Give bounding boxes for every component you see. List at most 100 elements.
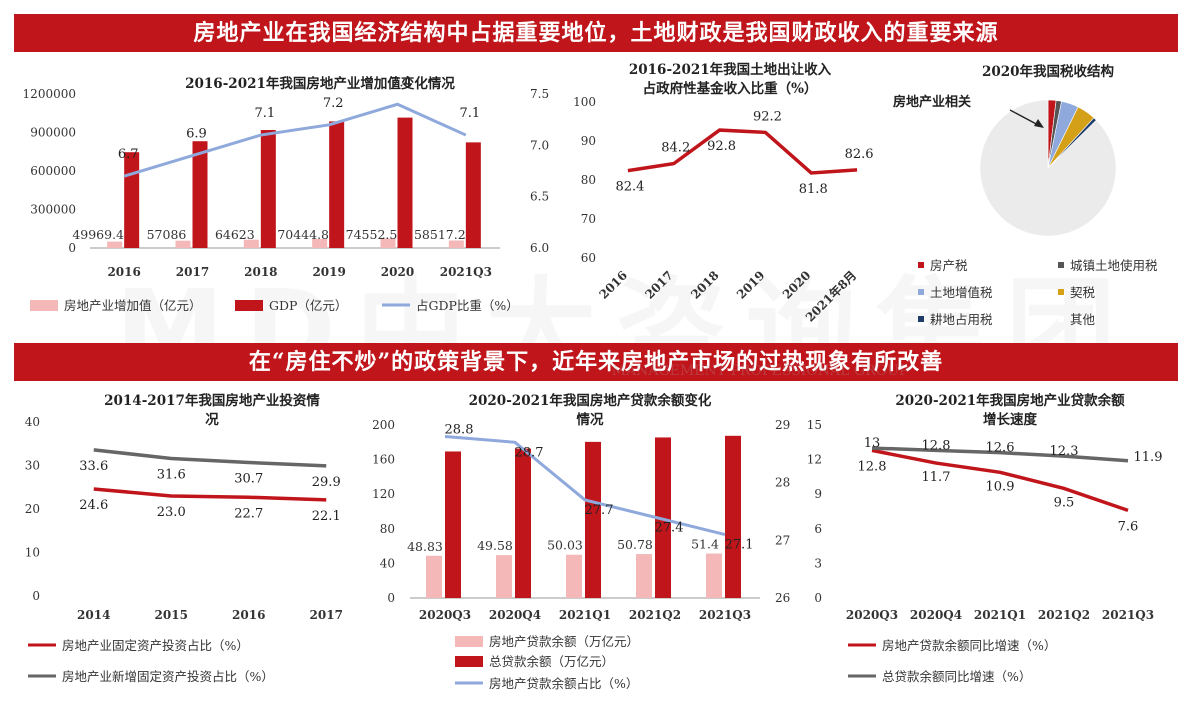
chart6-data-label: 12.3 (1050, 444, 1079, 459)
chart6-data-label: 13 (864, 436, 881, 451)
chart1-y2-tick: 7.0 (530, 138, 549, 152)
chart1-y-tick: 600000 (30, 164, 76, 178)
chart6-y-tick: 9 (814, 487, 822, 501)
chart2-data-label: 82.4 (615, 180, 644, 195)
chart3-annotation-arrow (1009, 109, 1041, 127)
chart3-legend-swatch (1058, 289, 1064, 295)
chart5-bar-total (515, 448, 531, 598)
chart6-data-label: 12.8 (922, 438, 951, 453)
chart4-x-tick: 2016 (232, 608, 265, 622)
chart2-data-label: 81.8 (799, 182, 828, 197)
chart1-share-label: 6.7 (118, 147, 139, 162)
chart5-bar-realestate (426, 555, 442, 598)
chart2-data-label: 92.8 (707, 139, 736, 154)
chart6-data-label: 11.9 (1134, 450, 1163, 465)
chart1-y2-tick: 6.5 (530, 190, 549, 204)
chart5-share-label: 27.4 (655, 520, 684, 535)
chart4-data-label: 22.1 (312, 509, 341, 524)
chart5-x-tick: 2020Q3 (419, 608, 471, 622)
chart5-bar-total (585, 441, 601, 598)
chart5-y-tick: 200 (372, 418, 395, 432)
chart2-title-line-1: 2016-2021年我国土地出让收入 (629, 61, 832, 78)
chart1-bar-gdp (192, 141, 208, 248)
chart5-share-label: 27.1 (725, 538, 754, 553)
chart6-data-label: 11.7 (922, 470, 951, 485)
chart5-legend-total-label: 总贷款余额（万亿元） (489, 654, 614, 669)
chart1-y2-tick: 6.0 (530, 241, 549, 255)
chart1-x-tick: 2016 (107, 265, 140, 279)
chart4-data-label: 30.7 (234, 471, 263, 486)
chart4-y-tick: 10 (25, 546, 40, 560)
chart4-y-tick: 30 (25, 459, 40, 473)
chart5-legend-total-swatch (455, 656, 483, 667)
chart6-y-tick: 15 (807, 418, 822, 432)
chart6-x-tick: 2021Q2 (1038, 608, 1090, 622)
chart5-realestate-label: 50.03 (547, 538, 583, 553)
chart1-legend-valueadded-swatch (30, 300, 58, 311)
chart5-y2-tick: 28 (775, 476, 790, 490)
chart5-y-tick: 40 (380, 556, 395, 570)
chart1-y-tick: 0 (68, 241, 76, 255)
chart1-y2-tick: 7.5 (530, 87, 549, 101)
chart1-bar-valueadded (380, 238, 396, 248)
chart5-x-tick: 2021Q1 (559, 608, 611, 622)
chart5-bar-realestate (706, 553, 722, 598)
chart1-share-label: 7.1 (254, 106, 275, 121)
chart6-title-line-1: 2020-2021年我国房地产业贷款余额 (895, 392, 1125, 409)
chart2-y-tick: 70 (581, 212, 596, 226)
chart4-y-tick: 40 (25, 415, 40, 429)
chart5-y2-tick: 27 (775, 533, 790, 547)
chart1-bar-gdp (397, 117, 413, 248)
chart2-x-tick: 2016 (597, 268, 631, 302)
chart3-annotation: 房地产业相关 (893, 94, 971, 110)
chart1-valueadded-label: 74552.5 (346, 227, 398, 242)
chart2-line (627, 128, 858, 175)
chart3-legend-label: 其他 (1070, 312, 1096, 327)
chart5-x-tick: 2021Q3 (699, 608, 751, 622)
chart4-line-2 (93, 448, 327, 468)
chart1-valueadded-label: 64623 (215, 227, 255, 242)
chart4-legend-1-label: 房地产业固定资产投资占比（%） (62, 638, 249, 653)
chart2-x-tick: 2018 (688, 268, 722, 302)
chart4-data-label: 22.7 (234, 506, 263, 521)
chart4-data-label: 33.6 (79, 459, 108, 474)
chart1-y-tick: 900000 (30, 126, 76, 140)
chart1-x-tick: 2017 (176, 265, 209, 279)
chart3-legend-swatch (918, 262, 924, 268)
chart1-share-label: 7.4 (391, 75, 412, 90)
chart4-legend-2-label: 房地产业新增固定资产投资占比（%） (62, 669, 274, 684)
chart6-y-tick: 12 (807, 453, 822, 467)
middle-banner-title: 在“房住不炒”的政策背景下，近年来房地产市场的过热现象有所改善 (14, 343, 1178, 381)
chart5-y-tick: 160 (372, 453, 395, 467)
chart5-title-line-2: 情况 (577, 411, 605, 428)
chart4-title-line-2: 况 (205, 412, 219, 428)
chart1-x-tick: 2020 (381, 265, 414, 279)
chart1-x-tick: 2021Q3 (440, 265, 492, 279)
chart1-share-label: 7.1 (459, 106, 480, 121)
chart3-legend-label: 城镇土地使用税 (1070, 258, 1158, 273)
chart1-valueadded-label: 49969.4 (72, 227, 124, 242)
chart5-y-tick: 80 (380, 522, 395, 536)
chart1-bar-gdp (260, 130, 276, 248)
chart1-share-line (123, 102, 467, 178)
chart2-y-tick: 60 (581, 251, 596, 265)
chart6-legend-2-label: 总贷款余额同比增速（%） (882, 669, 1031, 684)
watermark-subtitle: MANAGEMENT PROFESSIONAL GROUP (612, 363, 909, 379)
chart1-valueadded-label: 70444.8 (277, 227, 329, 242)
chart6-line-1 (871, 448, 1129, 513)
chart1-x-tick: 2018 (244, 265, 277, 279)
chart1-bar-gdp (124, 152, 140, 248)
chart2-y-tick: 90 (581, 134, 596, 148)
chart1-legend-gdp-swatch (235, 300, 263, 311)
chart2-data-label: 82.6 (845, 147, 874, 162)
chart1-bar-valueadded (448, 240, 464, 248)
chart1-x-tick: 2019 (312, 265, 345, 279)
chart6-title-line-2: 增长速度 (983, 411, 1037, 428)
chart4-x-tick: 2017 (310, 608, 343, 622)
chart5-x-tick: 2020Q4 (489, 608, 541, 622)
chart2-data-label: 92.2 (753, 109, 782, 124)
chart5-share-line (444, 435, 726, 537)
chart5-share-label: 28.8 (445, 423, 474, 438)
chart5-realestate-label: 51.4 (691, 537, 719, 552)
chart1-bar-valueadded (312, 238, 328, 248)
